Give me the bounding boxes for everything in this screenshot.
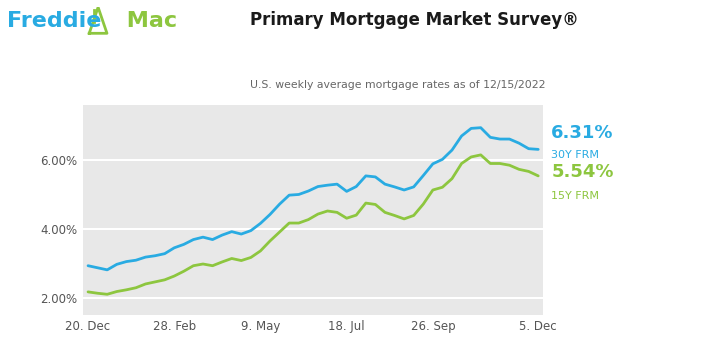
Text: Primary Mortgage Market Survey®: Primary Mortgage Market Survey® <box>250 11 578 29</box>
Text: 5.54%: 5.54% <box>551 163 614 181</box>
Text: 6.31%: 6.31% <box>551 124 614 142</box>
Text: 15Y FRM: 15Y FRM <box>551 191 599 201</box>
Text: U.S. weekly average mortgage rates as of 12/15/2022: U.S. weekly average mortgage rates as of… <box>250 80 545 90</box>
Text: 30Y FRM: 30Y FRM <box>551 150 599 160</box>
Text: Freddie: Freddie <box>7 11 101 31</box>
Text: Mac: Mac <box>119 11 177 31</box>
